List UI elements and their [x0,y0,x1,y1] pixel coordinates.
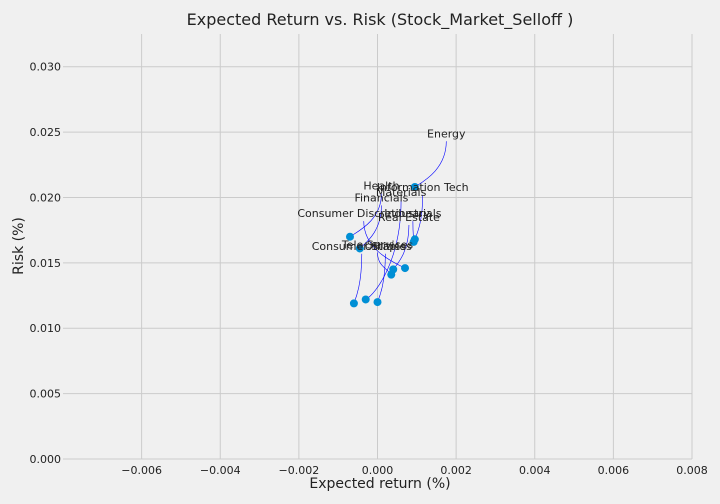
point-label: Tele Services [341,238,414,251]
point-label: Consumer Discretionary [297,207,430,220]
x-axis-label: Expected return (%) [309,476,450,492]
x-tick-label: 0.000 [362,464,394,477]
point-label: Real Estate [378,211,440,224]
leader-line [365,200,402,300]
x-tick-label: 0.006 [598,464,630,477]
x-tick-label: 0.002 [440,464,472,477]
grid [63,34,693,460]
point-label: Materials [376,186,427,199]
y-tick-label: 0.015 [30,257,62,270]
data-point [401,264,410,273]
point-labels: Energy Information TechHealthMaterialsFin… [297,127,468,252]
data-point [355,244,364,253]
axis-ticks: −0.006 −0.004 −0.002 0.000 0.002 0.004 0.006 0.… [30,61,708,477]
point-label: Industrials [384,207,442,220]
x-tick-label: 0.008 [676,464,708,477]
data-point [361,295,370,304]
y-tick-label: 0.005 [30,388,62,401]
data-point [345,232,354,241]
data-point [387,270,396,279]
y-tick-label: 0.010 [30,322,62,335]
data-point [373,298,382,307]
x-tick-label: 0.004 [519,464,551,477]
data-point [410,183,419,191]
y-tick-label: 0.030 [30,61,62,74]
data-points [345,183,419,308]
leader-line [363,221,406,269]
point-label: Energy [427,127,466,140]
point-label: Information Tech [377,181,469,194]
y-tick-label: 0.000 [30,453,62,466]
chart-title: Expected Return vs. Risk (Stock_Market_S… [187,10,574,30]
data-point [349,299,358,308]
y-tick-label: 0.025 [30,126,62,139]
point-label: Consumer Staples [312,240,412,253]
point-label: Health [363,180,399,193]
x-tick-label: −0.006 [121,464,162,477]
data-point [409,237,418,246]
point-label: Financials [354,191,408,204]
x-tick-label: −0.002 [279,464,320,477]
y-axis-label: Risk (%) [11,217,27,275]
x-tick-label: −0.004 [200,464,241,477]
point-label: Utilities [365,240,407,253]
y-tick-label: 0.020 [30,191,62,204]
